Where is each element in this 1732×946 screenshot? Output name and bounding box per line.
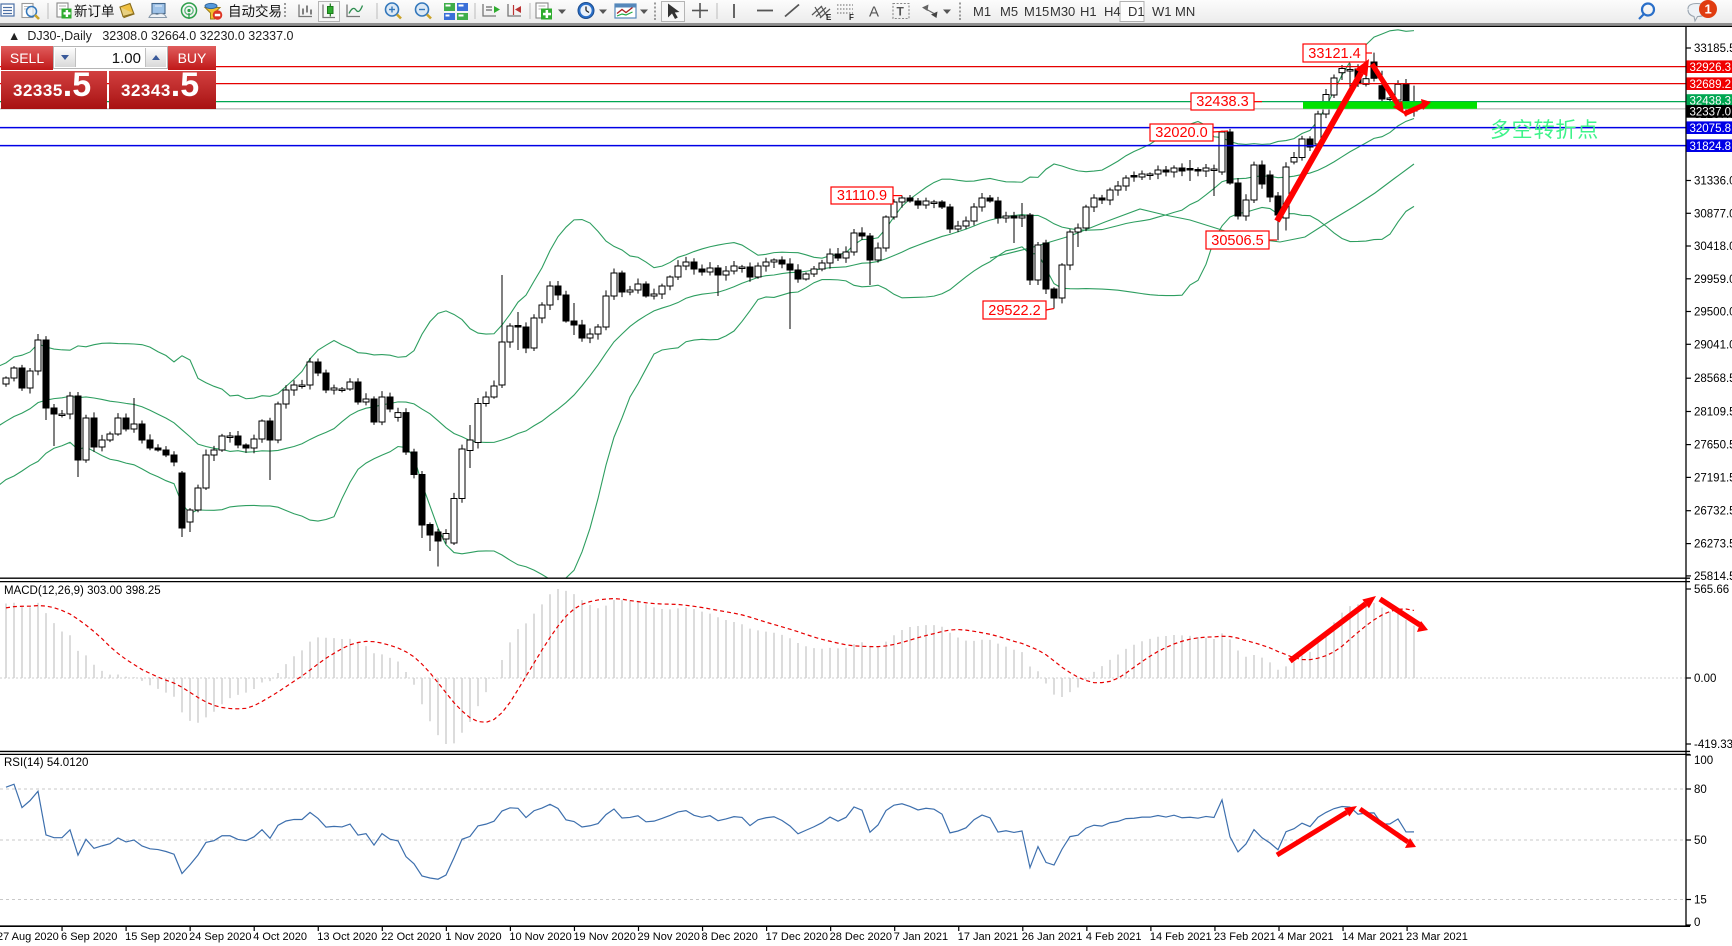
svg-text:29 Nov 2020: 29 Nov 2020 bbox=[638, 931, 700, 943]
svg-text:28109.5: 28109.5 bbox=[1694, 407, 1732, 419]
svg-text:多空转折点: 多空转折点 bbox=[1490, 119, 1599, 142]
svg-text:31110.9: 31110.9 bbox=[837, 188, 887, 204]
svg-text:0: 0 bbox=[1694, 917, 1700, 929]
svg-text:7 Jan 2021: 7 Jan 2021 bbox=[894, 931, 948, 943]
svg-text:32075.8: 32075.8 bbox=[1690, 123, 1732, 135]
svg-text:27650.5: 27650.5 bbox=[1694, 440, 1732, 452]
svg-text:33121.4: 33121.4 bbox=[1308, 46, 1360, 62]
svg-text:33185.5: 33185.5 bbox=[1694, 43, 1732, 55]
svg-text:A: A bbox=[869, 4, 879, 21]
svg-text:14 Feb 2021: 14 Feb 2021 bbox=[1150, 931, 1212, 943]
svg-text:565.66: 565.66 bbox=[1694, 584, 1729, 596]
svg-text:30506.5: 30506.5 bbox=[1211, 233, 1263, 249]
svg-text:E: E bbox=[826, 13, 832, 22]
svg-text:100: 100 bbox=[1694, 755, 1713, 767]
svg-text:D1: D1 bbox=[1128, 4, 1145, 19]
svg-text:M15: M15 bbox=[1024, 4, 1049, 19]
svg-text:M5: M5 bbox=[1000, 4, 1018, 19]
svg-text:H1: H1 bbox=[1080, 4, 1097, 19]
svg-text:1: 1 bbox=[1705, 2, 1712, 17]
svg-text:22 Oct 2020: 22 Oct 2020 bbox=[381, 931, 441, 943]
svg-text:50: 50 bbox=[1694, 835, 1707, 847]
svg-text:28568.5: 28568.5 bbox=[1694, 373, 1732, 385]
svg-text:RSI(14) 54.0120: RSI(14) 54.0120 bbox=[4, 757, 88, 769]
svg-text:4 Feb 2021: 4 Feb 2021 bbox=[1086, 931, 1142, 943]
svg-text:23 Mar 2021: 23 Mar 2021 bbox=[1406, 931, 1468, 943]
svg-text:14 Mar 2021: 14 Mar 2021 bbox=[1342, 931, 1404, 943]
svg-text:4 Oct 2020: 4 Oct 2020 bbox=[253, 931, 307, 943]
svg-text:31336.0: 31336.0 bbox=[1694, 176, 1732, 188]
svg-text:M1: M1 bbox=[973, 4, 991, 19]
svg-text:8 Dec 2020: 8 Dec 2020 bbox=[702, 931, 758, 943]
svg-text:10 Nov 2020: 10 Nov 2020 bbox=[509, 931, 571, 943]
svg-text:32926.3: 32926.3 bbox=[1690, 62, 1732, 74]
svg-text:26732.5: 26732.5 bbox=[1694, 506, 1732, 518]
svg-text:-419.33: -419.33 bbox=[1694, 739, 1732, 751]
svg-text:19 Nov 2020: 19 Nov 2020 bbox=[573, 931, 635, 943]
svg-text:1 Nov 2020: 1 Nov 2020 bbox=[445, 931, 501, 943]
svg-text:31824.8: 31824.8 bbox=[1690, 141, 1732, 153]
svg-text:80: 80 bbox=[1694, 784, 1707, 796]
svg-text:27191.5: 27191.5 bbox=[1694, 472, 1732, 484]
svg-text:24 Sep 2020: 24 Sep 2020 bbox=[189, 931, 251, 943]
svg-text:T: T bbox=[897, 5, 905, 19]
svg-text:28 Dec 2020: 28 Dec 2020 bbox=[830, 931, 892, 943]
svg-text:32438.3: 32438.3 bbox=[1196, 94, 1248, 110]
svg-text:M30: M30 bbox=[1050, 4, 1075, 19]
svg-text:25814.5: 25814.5 bbox=[1694, 571, 1732, 583]
svg-text:29041.0: 29041.0 bbox=[1694, 339, 1732, 351]
svg-text:4 Mar 2021: 4 Mar 2021 bbox=[1278, 931, 1334, 943]
svg-text:32438.3: 32438.3 bbox=[1690, 96, 1732, 108]
svg-text:新订单: 新订单 bbox=[74, 4, 115, 19]
svg-text:6 Sep 2020: 6 Sep 2020 bbox=[61, 931, 117, 943]
svg-text:W1: W1 bbox=[1152, 4, 1172, 19]
svg-text:32020.0: 32020.0 bbox=[1155, 125, 1207, 141]
svg-text:30418.0: 30418.0 bbox=[1694, 241, 1732, 253]
svg-text:23 Feb 2021: 23 Feb 2021 bbox=[1214, 931, 1276, 943]
svg-text:29522.2: 29522.2 bbox=[988, 303, 1040, 319]
svg-text:29500.0: 29500.0 bbox=[1694, 307, 1732, 319]
svg-text:15: 15 bbox=[1694, 895, 1707, 907]
svg-text:17 Dec 2020: 17 Dec 2020 bbox=[766, 931, 828, 943]
svg-text:15 Sep 2020: 15 Sep 2020 bbox=[125, 931, 187, 943]
svg-text:17 Jan 2021: 17 Jan 2021 bbox=[958, 931, 1019, 943]
svg-text:32337.0: 32337.0 bbox=[1690, 107, 1732, 119]
svg-text:26 Jan 2021: 26 Jan 2021 bbox=[1022, 931, 1083, 943]
svg-text:F: F bbox=[849, 13, 854, 22]
svg-text:26273.5: 26273.5 bbox=[1694, 539, 1732, 551]
svg-text:29959.0: 29959.0 bbox=[1694, 274, 1732, 286]
svg-text:13 Oct 2020: 13 Oct 2020 bbox=[317, 931, 377, 943]
svg-text:H4: H4 bbox=[1104, 4, 1121, 19]
svg-text:MN: MN bbox=[1175, 4, 1195, 19]
svg-text:自动交易: 自动交易 bbox=[228, 3, 282, 19]
svg-text:0.00: 0.00 bbox=[1694, 673, 1716, 685]
svg-text:MACD(12,26,9) 303.00 398.25: MACD(12,26,9) 303.00 398.25 bbox=[4, 585, 161, 597]
svg-text:32689.2: 32689.2 bbox=[1690, 79, 1732, 91]
svg-text:27 Aug 2020: 27 Aug 2020 bbox=[0, 931, 59, 943]
svg-text:30877.0: 30877.0 bbox=[1694, 208, 1732, 220]
